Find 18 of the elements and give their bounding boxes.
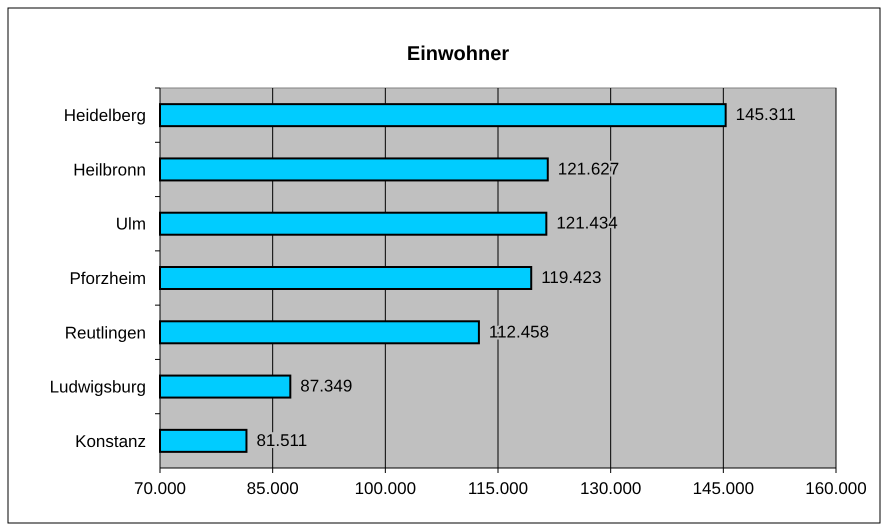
data-label: 119.423	[541, 268, 602, 287]
x-tick-label: 85.000	[246, 479, 299, 498]
x-tick-label: 115.000	[468, 479, 528, 498]
y-tick-label: Heilbronn	[73, 160, 146, 180]
chart-title: Einwohner	[406, 43, 510, 65]
x-tick-label: 130.000	[580, 479, 642, 498]
data-label: 87.349	[300, 376, 352, 396]
x-tick-label: 70.000	[134, 479, 186, 498]
x-tick-label: 100.000	[354, 479, 416, 498]
data-label: 145.311	[736, 105, 796, 124]
y-tick-label: Konstanz	[75, 432, 146, 451]
y-tick-label: Ulm	[116, 214, 146, 234]
y-tick-label: Heidelberg	[64, 106, 146, 126]
y-tick-label: Reutlingen	[64, 323, 146, 342]
y-tick-label: Pforzheim	[69, 269, 146, 288]
y-tick-label: Ludwigsburg	[50, 378, 146, 397]
x-tick-label: 160.000	[805, 479, 867, 498]
x-tick-label: 145.000	[692, 479, 754, 498]
